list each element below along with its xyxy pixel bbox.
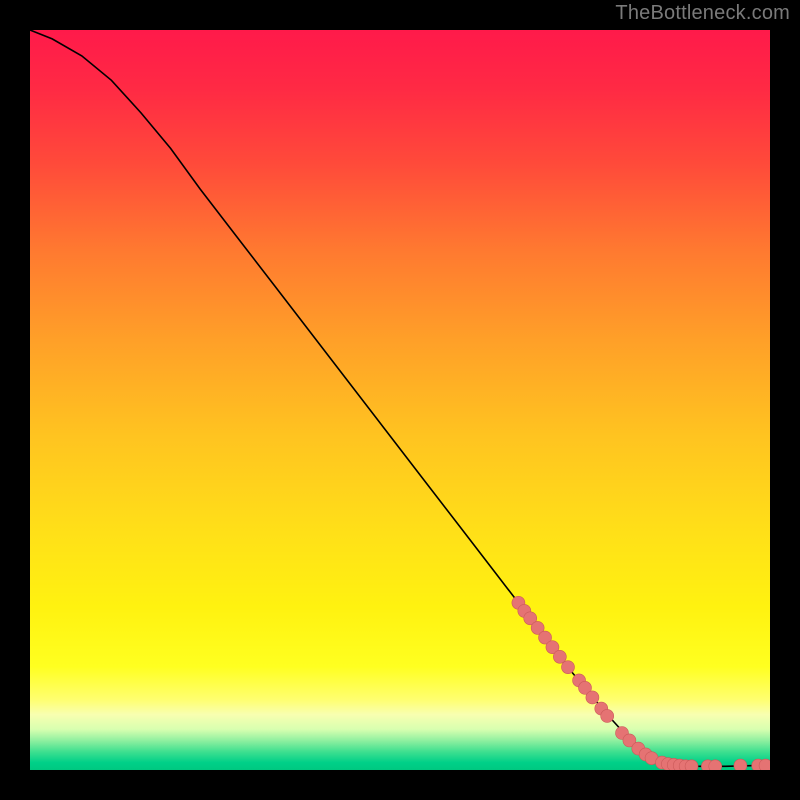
plot-area — [30, 30, 770, 770]
chart-container: TheBottleneck.com — [0, 0, 800, 800]
gradient-background — [30, 30, 770, 770]
watermark-text: TheBottleneck.com — [615, 2, 790, 25]
